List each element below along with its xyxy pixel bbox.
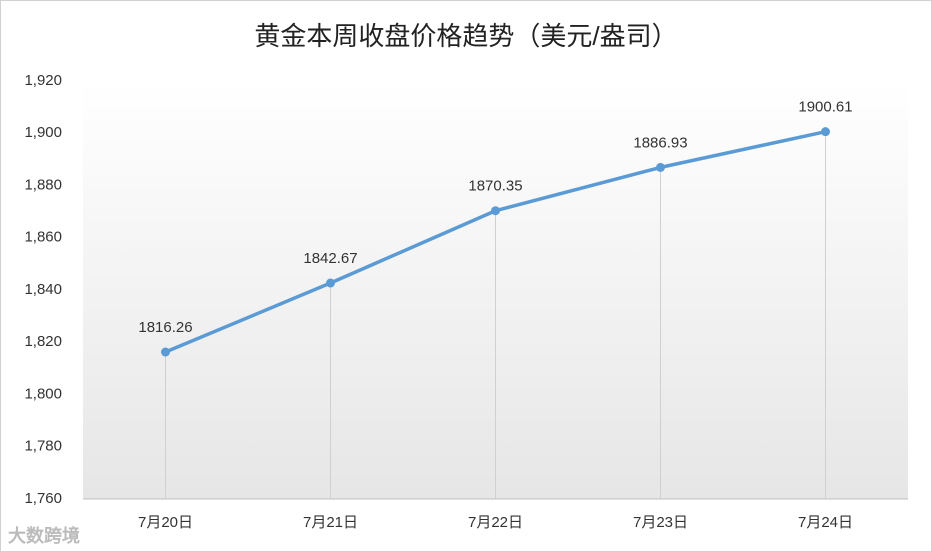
y-tick-label: 1,900 (24, 124, 62, 141)
y-tick-label: 1,920 (24, 72, 62, 89)
watermark: 大数跨境 (8, 525, 80, 546)
point (491, 206, 500, 216)
point (161, 347, 170, 357)
data-label: 1886.93 (633, 134, 687, 151)
data-label: 1842.67 (303, 250, 357, 267)
point (326, 278, 335, 288)
y-tick-label: 1,780 (24, 438, 62, 455)
y-tick-label: 1,760 (24, 490, 62, 507)
y-tick-label: 1,860 (24, 229, 62, 246)
x-tick-label: 7月24日 (798, 514, 853, 531)
y-tick-label: 1,800 (24, 385, 62, 402)
y-tick-label: 1,840 (24, 281, 62, 298)
x-tick-label: 7月23日 (633, 514, 688, 531)
data-label: 1900.61 (798, 99, 852, 116)
x-tick-label: 7月20日 (138, 514, 193, 531)
x-tick-label: 7月22日 (468, 514, 523, 531)
chart-title: 黄金本周收盘价格趋势（美元/盎司） (254, 21, 677, 51)
point (656, 162, 665, 172)
x-tick-label: 7月21日 (303, 514, 358, 531)
y-tick-label: 1,880 (24, 176, 62, 193)
point (821, 127, 830, 137)
y-tick-label: 1,820 (24, 333, 62, 350)
data-label: 1816.26 (138, 319, 192, 336)
data-label: 1870.35 (468, 178, 522, 195)
